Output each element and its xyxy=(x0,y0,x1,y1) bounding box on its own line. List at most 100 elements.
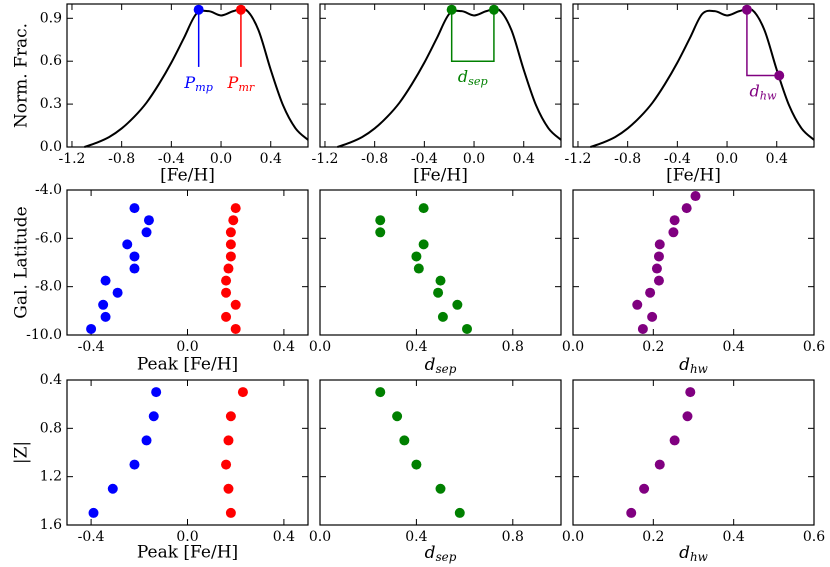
point xyxy=(230,299,241,310)
point xyxy=(681,203,692,214)
x-tick-label: 0.0 xyxy=(176,529,198,545)
x-tick-label: 0.0 xyxy=(562,529,584,545)
point xyxy=(413,263,424,274)
point xyxy=(230,323,241,334)
annotation-guide xyxy=(450,9,495,62)
x-axis-label: dhw xyxy=(679,543,708,565)
x-tick-label: -0.4 xyxy=(158,151,185,167)
x-axis-label-sub: hw xyxy=(690,550,708,564)
point xyxy=(418,239,429,250)
point xyxy=(690,191,701,202)
mdf-curve xyxy=(337,7,562,148)
mdf-curve xyxy=(590,7,815,148)
point xyxy=(122,239,133,250)
x-tick-label: 0.0 xyxy=(463,151,485,167)
x-tick-label: 0.4 xyxy=(405,339,427,355)
y-tick-label: 0.9 xyxy=(40,10,62,26)
point xyxy=(221,311,232,322)
point xyxy=(399,435,410,446)
x-tick-label: 0.0 xyxy=(309,529,331,545)
x-axis-label: dsep xyxy=(425,543,457,565)
point xyxy=(653,251,664,262)
x-tick-label: 0.8 xyxy=(502,339,524,355)
panel: -1.2 -0.8 -0.4 0.0 0.4 [Fe/H] dsep xyxy=(311,3,562,186)
x-axis-label-sub: sep xyxy=(436,550,457,564)
point xyxy=(221,287,232,298)
point xyxy=(462,323,473,334)
annotation-label: dhw xyxy=(750,81,777,103)
annotation-point xyxy=(488,4,499,15)
point xyxy=(225,239,236,250)
point xyxy=(223,263,234,274)
x-tick-label: 0.2 xyxy=(642,529,664,545)
y-tick-label: 1.6 xyxy=(40,517,62,533)
y-tick-label: 0.3 xyxy=(40,96,62,112)
point xyxy=(435,483,446,494)
x-axis-label-main: d xyxy=(679,355,690,375)
axes-frame xyxy=(572,189,815,336)
x-tick-label: -1.2 xyxy=(58,151,85,167)
point xyxy=(141,227,152,238)
axes-frame xyxy=(66,3,309,148)
x-tick-label: 0.4 xyxy=(766,151,788,167)
panel: 0.0 0.4 0.8 dsep xyxy=(309,379,562,565)
point xyxy=(100,311,111,322)
y-tick-label: 0.4 xyxy=(40,372,62,388)
x-tick-label: 0.8 xyxy=(502,529,524,545)
point xyxy=(107,483,118,494)
annotation-label-main: P xyxy=(183,72,195,91)
annotation-point xyxy=(235,4,246,15)
x-tick-label: 0.4 xyxy=(723,339,745,355)
point xyxy=(151,387,162,398)
point xyxy=(645,287,656,298)
annotation-label: Pmr xyxy=(227,72,255,94)
point xyxy=(654,239,665,250)
point xyxy=(228,215,239,226)
axes-frame xyxy=(572,379,815,526)
x-tick-label: 0.0 xyxy=(210,151,232,167)
panel: -1.2 -0.8 -0.4 0.0 0.4 0.0 0.3 0.6 0.9 [Fe/H] Norm… xyxy=(12,3,309,186)
point xyxy=(221,459,232,470)
annotation-label: Pmp xyxy=(183,72,213,94)
point xyxy=(223,435,234,446)
point xyxy=(225,227,236,238)
annotation-label-sub: mp xyxy=(195,81,213,94)
y-axis-label: |Z| xyxy=(12,441,32,464)
x-tick-label: -0.8 xyxy=(108,151,135,167)
point xyxy=(225,251,236,262)
point xyxy=(418,203,429,214)
annotation-label-sub: sep xyxy=(468,75,488,88)
panel: -1.2 -0.8 -0.4 0.0 0.4 [Fe/H] dhw xyxy=(564,3,815,186)
x-axis-label-main: d xyxy=(425,355,436,375)
x-axis-label: [Fe/H] xyxy=(160,166,215,186)
x-axis-label-main: d xyxy=(679,543,690,563)
x-axis-label-sub: hw xyxy=(690,362,708,376)
point xyxy=(668,227,679,238)
annotation-label-sub: hw xyxy=(760,90,777,103)
point xyxy=(639,483,650,494)
y-tick-label: -6.0 xyxy=(35,230,62,246)
point xyxy=(129,251,140,262)
x-axis-label: Peak [Fe/H] xyxy=(137,543,238,563)
annotation-label-sub: mr xyxy=(238,81,255,94)
y-tick-label: -8.0 xyxy=(35,279,62,295)
point xyxy=(637,323,648,334)
point xyxy=(223,483,234,494)
axes-frame xyxy=(319,189,562,336)
annotation-label: dsep xyxy=(458,67,488,89)
point xyxy=(669,435,680,446)
panel: -0.4 0.0 0.4 0.4 0.8 1.2 1.6 Peak [Fe/H] |Z| xyxy=(12,372,309,563)
x-axis-label: dsep xyxy=(425,355,457,377)
x-tick-label: 0.4 xyxy=(273,529,295,545)
x-tick-label: -0.4 xyxy=(78,529,105,545)
y-tick-label: 1.2 xyxy=(40,469,62,485)
point xyxy=(626,507,637,518)
point xyxy=(632,299,643,310)
x-tick-label: 0.4 xyxy=(513,151,535,167)
x-tick-label: -0.4 xyxy=(78,339,105,355)
x-tick-label: 0.0 xyxy=(562,339,584,355)
x-tick-label: 0.6 xyxy=(803,339,825,355)
annotation-label-main: d xyxy=(458,67,468,86)
point xyxy=(100,275,111,286)
